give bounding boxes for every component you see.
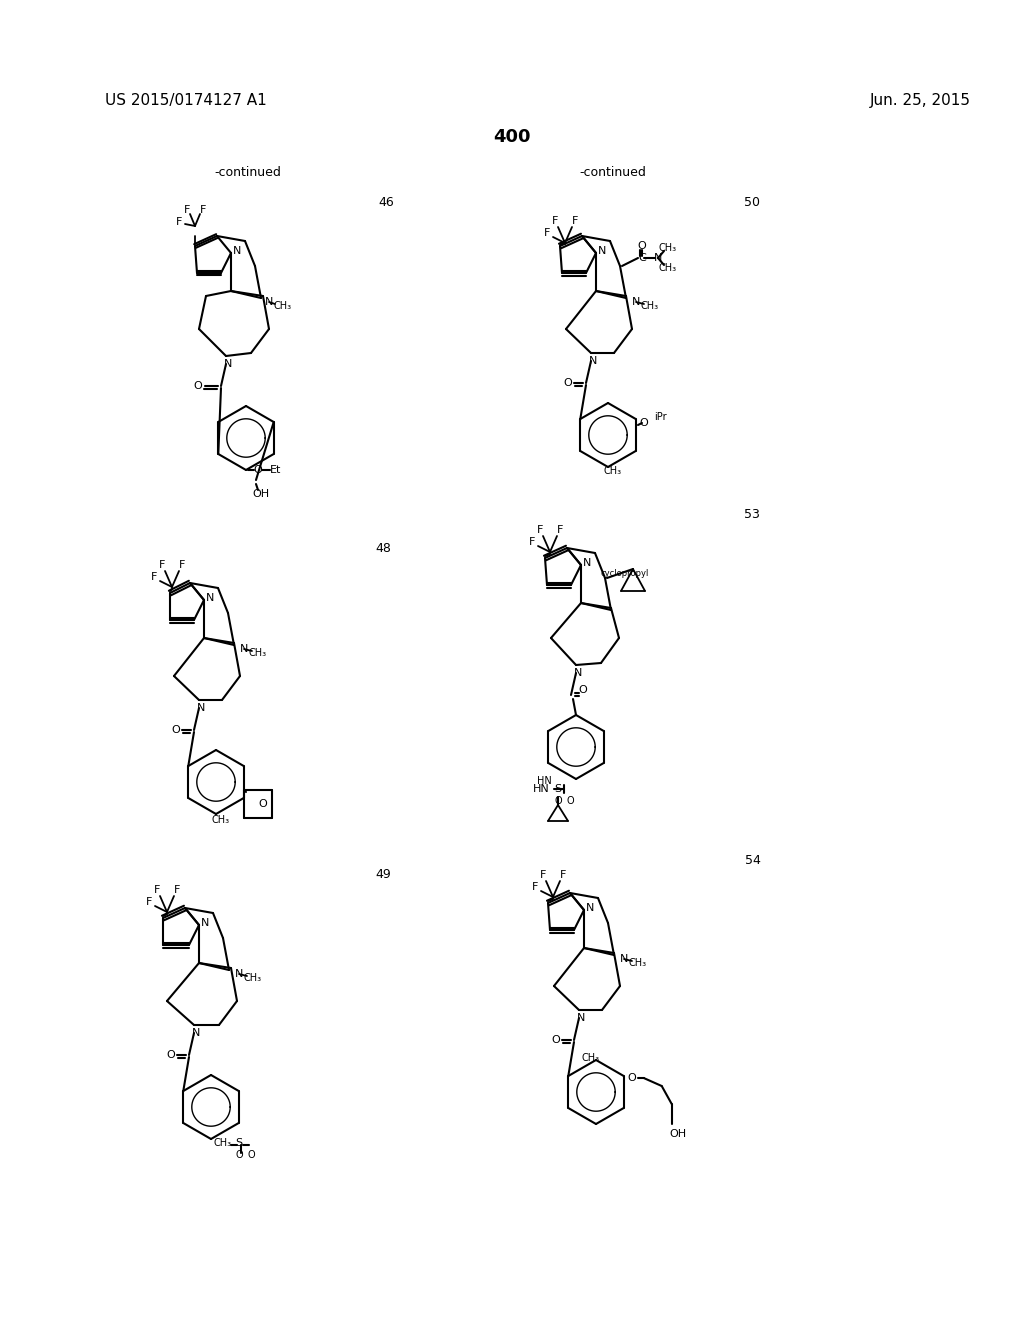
Text: N: N — [232, 246, 242, 256]
Text: O: O — [638, 242, 646, 251]
Text: N: N — [206, 593, 214, 603]
Text: O: O — [640, 418, 648, 428]
Text: O: O — [563, 378, 572, 388]
Text: F: F — [176, 216, 182, 227]
Text: F: F — [159, 560, 165, 570]
Text: N: N — [573, 668, 583, 678]
Text: 46: 46 — [378, 195, 394, 209]
Text: cyclopropyl: cyclopropyl — [601, 569, 649, 578]
Text: N: N — [620, 954, 628, 964]
Text: N: N — [197, 704, 205, 713]
Text: F: F — [528, 537, 536, 546]
Text: F: F — [200, 205, 206, 215]
Text: CH₃: CH₃ — [658, 263, 677, 273]
Text: F: F — [531, 882, 539, 892]
Text: CH₃: CH₃ — [274, 301, 292, 312]
Text: O: O — [628, 1073, 636, 1082]
Text: -continued: -continued — [215, 165, 282, 178]
Text: CH₃: CH₃ — [249, 648, 267, 657]
Text: CH₃: CH₃ — [658, 243, 677, 253]
Text: O: O — [259, 799, 267, 809]
Text: CH₃: CH₃ — [641, 301, 659, 312]
Text: N: N — [598, 246, 606, 256]
Text: O: O — [554, 796, 562, 807]
Text: F: F — [552, 216, 558, 226]
Text: N: N — [224, 359, 232, 370]
Text: F: F — [174, 884, 180, 895]
Text: CH₃: CH₃ — [212, 814, 230, 825]
Text: 49: 49 — [375, 869, 391, 882]
Text: US 2015/0174127 A1: US 2015/0174127 A1 — [105, 92, 266, 108]
Text: 53: 53 — [744, 508, 760, 521]
Text: F: F — [154, 884, 160, 895]
Text: F: F — [560, 870, 566, 880]
Text: F: F — [179, 560, 185, 570]
Text: N: N — [191, 1028, 200, 1038]
Text: O: O — [566, 796, 573, 807]
Text: O: O — [236, 1150, 243, 1160]
Text: -continued: -continued — [580, 165, 646, 178]
Text: F: F — [544, 228, 550, 238]
Text: O: O — [167, 1049, 175, 1060]
Text: O: O — [172, 725, 180, 735]
Text: OH: OH — [669, 1129, 686, 1139]
Text: F: F — [540, 870, 546, 880]
Text: O: O — [552, 1035, 560, 1045]
Text: CH₃: CH₃ — [629, 958, 647, 968]
Text: F: F — [571, 216, 579, 226]
Text: CH₃: CH₃ — [604, 466, 622, 477]
Text: F: F — [184, 205, 190, 215]
Text: N: N — [201, 917, 209, 928]
Text: 50: 50 — [744, 195, 760, 209]
Text: 48: 48 — [375, 541, 391, 554]
Text: HN: HN — [537, 776, 551, 785]
Text: HN: HN — [532, 784, 549, 795]
Text: N: N — [589, 356, 597, 366]
Text: N: N — [234, 969, 243, 979]
Text: F: F — [557, 525, 563, 535]
Text: N: N — [586, 903, 594, 913]
Text: iPr: iPr — [653, 412, 667, 422]
Text: N: N — [653, 253, 663, 263]
Text: O: O — [247, 1150, 255, 1160]
Text: N: N — [577, 1012, 585, 1023]
Text: F: F — [537, 525, 543, 535]
Text: 400: 400 — [494, 128, 530, 147]
Text: Et: Et — [270, 465, 282, 475]
Text: O: O — [579, 685, 588, 696]
Text: N: N — [265, 297, 273, 308]
Text: N: N — [583, 558, 591, 568]
Text: N: N — [240, 644, 248, 653]
Text: CH₃: CH₃ — [214, 1138, 232, 1148]
Text: N: N — [632, 297, 640, 308]
Text: S: S — [554, 784, 561, 795]
Text: C: C — [638, 253, 646, 263]
Text: Jun. 25, 2015: Jun. 25, 2015 — [870, 92, 971, 108]
Text: F: F — [145, 898, 153, 907]
Text: O: O — [254, 465, 262, 475]
Text: O: O — [194, 381, 203, 391]
Text: S: S — [236, 1138, 243, 1148]
Text: CH₃: CH₃ — [244, 973, 262, 983]
Text: OH: OH — [253, 488, 269, 499]
Text: 54: 54 — [745, 854, 761, 866]
Text: F: F — [151, 572, 158, 582]
Text: CH₃: CH₃ — [582, 1053, 600, 1063]
